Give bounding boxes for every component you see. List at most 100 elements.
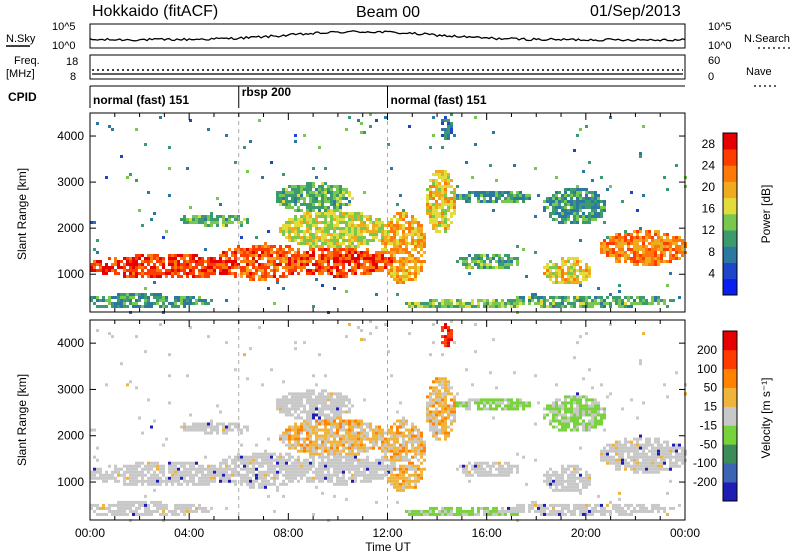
power-cell <box>141 266 144 269</box>
power-cell <box>624 242 627 245</box>
power-cell <box>201 272 204 275</box>
power-cell <box>558 281 561 284</box>
velocity-cell <box>186 506 189 510</box>
velocity-cell <box>99 476 102 480</box>
power-cell <box>93 266 96 269</box>
velocity-cell <box>156 473 159 477</box>
velocity-cell <box>255 467 258 471</box>
power-cell <box>669 245 672 248</box>
freq-label: Freq. <box>14 55 40 67</box>
power-cell <box>432 227 435 230</box>
power-cell <box>276 269 279 272</box>
velocity-cell <box>411 509 414 513</box>
freq-frame <box>89 54 686 80</box>
velocity-cell <box>330 434 333 438</box>
power-cell <box>348 242 351 245</box>
power-cell <box>543 296 546 299</box>
power-cell <box>516 245 519 248</box>
power-cell <box>309 269 312 272</box>
power-cell <box>132 305 135 308</box>
power-cell <box>345 251 348 254</box>
velocity-cell <box>315 422 318 426</box>
power-cell <box>225 224 228 227</box>
power-cell <box>195 263 198 266</box>
power-cell <box>414 275 417 278</box>
velocity-cell <box>420 473 423 477</box>
power-cell <box>336 269 339 272</box>
power-cell <box>588 269 591 272</box>
velocity-cell <box>546 506 549 510</box>
power-cell <box>348 116 351 119</box>
power-cell <box>645 248 648 251</box>
velocity-cell <box>234 479 237 483</box>
power-cell <box>468 191 471 194</box>
velocity-cell <box>363 431 366 435</box>
power-cell <box>354 245 357 248</box>
power-cell <box>306 260 309 263</box>
power-cell <box>651 251 654 254</box>
power-cell <box>609 251 612 254</box>
power-cell <box>366 218 369 221</box>
velocity-cell <box>312 389 315 393</box>
power-cell <box>516 260 519 263</box>
power-cell <box>453 188 456 191</box>
power-cell <box>411 218 414 221</box>
power-cell <box>576 260 579 263</box>
power-cell <box>150 293 153 296</box>
velocity-cell <box>441 425 444 429</box>
velocity-cell <box>327 473 330 477</box>
power-cell <box>186 167 189 170</box>
velocity-cell <box>135 506 138 510</box>
velocity-cell <box>189 470 192 474</box>
velocity-cell <box>378 437 381 441</box>
velocity-cell <box>474 512 477 516</box>
velocity-cell <box>333 437 336 441</box>
velocity-cell <box>162 473 165 477</box>
velocity-cell <box>516 470 519 474</box>
velocity-cell <box>414 470 417 474</box>
power-cell <box>546 305 549 308</box>
velocity-cell <box>333 452 336 456</box>
power-cell <box>567 194 570 197</box>
power-cell <box>549 203 552 206</box>
velocity-cell <box>441 386 444 390</box>
power-cell <box>279 260 282 263</box>
velocity-cell <box>387 428 390 432</box>
power-cell <box>516 257 519 260</box>
velocity-cell <box>447 389 450 393</box>
power-cell <box>444 173 447 176</box>
power-cell <box>513 302 516 305</box>
power-cell <box>357 230 360 233</box>
power-cell <box>366 242 369 245</box>
velocity-cell <box>168 509 171 513</box>
velocity-cell <box>174 503 177 507</box>
velocity-cell <box>339 476 342 480</box>
power-cell <box>339 221 342 224</box>
velocity-cell <box>405 485 408 489</box>
velocity-cell <box>333 434 336 438</box>
velocity-cell <box>171 467 174 471</box>
velocity-heatmap <box>90 320 687 522</box>
velocity-cell <box>246 458 249 462</box>
velocity-cell <box>414 440 417 444</box>
power-cell <box>318 239 321 242</box>
velocity-cell <box>288 434 291 438</box>
velocity-cell <box>288 452 291 456</box>
power-cell <box>300 263 303 266</box>
velocity-cell <box>432 380 435 384</box>
velocity-cell <box>162 512 165 516</box>
power-cell <box>552 218 555 221</box>
power-cell <box>336 191 339 194</box>
velocity-cell <box>159 512 162 516</box>
velocity-cell <box>303 422 306 426</box>
power-cell <box>567 302 570 305</box>
power-cell <box>594 218 597 221</box>
power-cell <box>651 242 654 245</box>
power-cell <box>327 245 330 248</box>
velocity-cell <box>243 467 246 471</box>
velocity-cell <box>333 398 336 402</box>
power-cell <box>561 263 564 266</box>
velocity-cell <box>441 506 444 510</box>
power-cell <box>435 182 438 185</box>
velocity-cell <box>225 428 228 432</box>
